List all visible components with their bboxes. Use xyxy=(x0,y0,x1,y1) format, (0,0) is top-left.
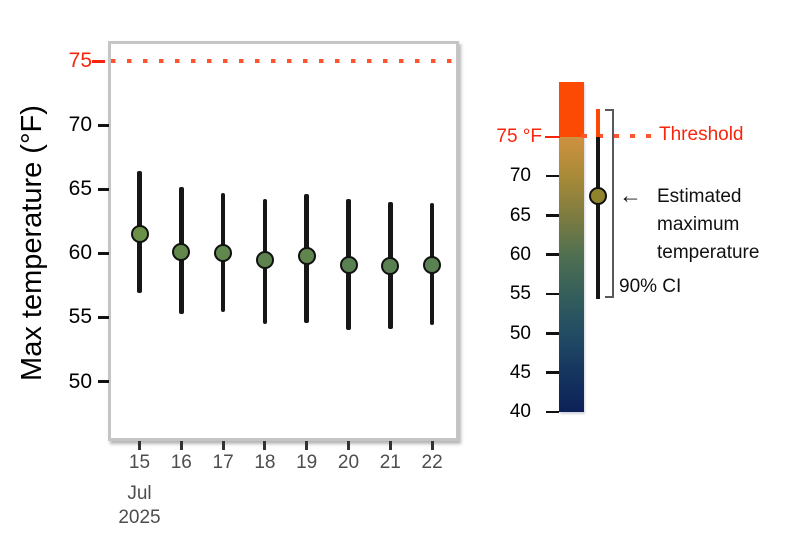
x-tick-mark xyxy=(263,441,267,450)
legend-tick-label: 75 °F xyxy=(496,126,542,147)
y-tick-mark xyxy=(92,59,105,63)
legend-tick-label: 50 xyxy=(509,322,531,344)
y-tick-label: 50 xyxy=(68,369,92,393)
x-tick-mark xyxy=(430,441,434,450)
legend-estimate-line-3: temperature xyxy=(657,242,760,263)
legend-tick-label: 60 xyxy=(509,243,531,265)
x-tick-label: 15 xyxy=(128,452,151,473)
legend-tick-label: 70 xyxy=(509,165,531,187)
y-tick-mark xyxy=(98,315,109,319)
y-tick-label: 75 xyxy=(68,49,92,72)
legend-estimate-line-2: maximum xyxy=(657,214,740,235)
legend-example-point xyxy=(588,186,607,205)
legend-tick-mark xyxy=(546,332,559,335)
x-tick-label: 17 xyxy=(212,452,234,473)
y-tick-mark xyxy=(98,123,109,127)
x-tick-label: 18 xyxy=(254,452,276,473)
legend-tick-mark xyxy=(546,174,559,178)
legend-tick-label: 40 xyxy=(509,401,531,423)
y-tick-label: 55 xyxy=(68,305,92,329)
legend-tick-mark xyxy=(545,135,560,138)
x-tick-label: 20 xyxy=(337,452,360,473)
legend-tick-label: 65 xyxy=(509,204,531,226)
estimate-point xyxy=(381,257,400,276)
legend-ci-label: 90% CI xyxy=(619,276,682,297)
estimate-point xyxy=(339,255,358,274)
threshold-dotted-line xyxy=(111,59,456,63)
x-tick-mark xyxy=(305,441,309,450)
y-tick-label: 65 xyxy=(68,177,92,201)
x-tick-label: 19 xyxy=(296,452,318,473)
legend-example-error-bar xyxy=(595,137,600,299)
plot-panel xyxy=(108,41,459,441)
x-tick-mark xyxy=(221,441,225,450)
x-tick-mark xyxy=(388,441,392,450)
estimate-point xyxy=(130,225,149,244)
legend-tick-mark xyxy=(546,292,559,296)
legend-colorbar xyxy=(559,82,584,413)
x-tick-label: 16 xyxy=(170,452,192,473)
legend-estimate-label: Estimated maximum temperature xyxy=(657,183,759,267)
x-tick-mark xyxy=(347,441,350,450)
legend-tick-mark xyxy=(546,410,559,414)
legend-tick-mark xyxy=(546,371,559,374)
legend-example-error-bar-above xyxy=(595,108,600,137)
estimate-point xyxy=(297,246,316,265)
legend-ci-bracket xyxy=(605,109,614,299)
estimate-point xyxy=(423,255,442,274)
legend-tick-label: 55 xyxy=(509,283,531,305)
legend-threshold-dotted-line xyxy=(582,133,655,138)
legend-tick-mark xyxy=(546,253,559,256)
y-tick-mark xyxy=(98,380,109,383)
left-arrow-icon: ← xyxy=(619,182,642,208)
x-tick-mark xyxy=(138,441,141,450)
y-tick-mark xyxy=(98,187,109,191)
legend-tick-mark xyxy=(546,214,559,217)
legend-estimate-line-1: Estimated xyxy=(657,186,742,207)
x-axis-year-label: 2025 xyxy=(118,507,161,528)
legend-threshold-label: Threshold xyxy=(659,124,744,145)
x-axis-month-label: Jul xyxy=(127,483,152,504)
x-tick-mark xyxy=(179,441,183,450)
y-tick-label: 70 xyxy=(68,113,92,137)
y-tick-label: 60 xyxy=(68,241,92,265)
x-tick-label: 21 xyxy=(379,452,401,473)
estimate-point xyxy=(255,250,274,269)
x-tick-label: 22 xyxy=(421,452,443,473)
estimate-point xyxy=(214,244,233,263)
estimate-point xyxy=(172,243,191,262)
y-tick-mark xyxy=(98,251,109,255)
legend-tick-label: 45 xyxy=(509,361,531,383)
